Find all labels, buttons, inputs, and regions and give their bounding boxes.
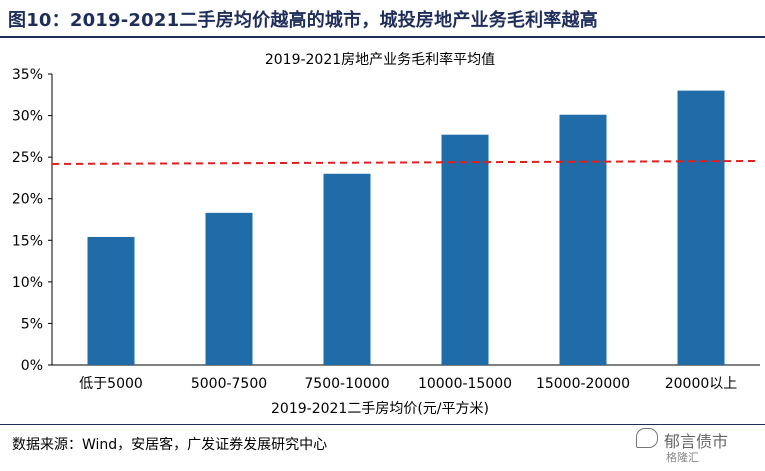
y-tick-label: 35% (12, 67, 43, 83)
figure-title: 图10：2019-2021二手房均价越高的城市，城投房地产业务毛利率越高 (8, 10, 598, 31)
x-axis-ticks: 低于5000 5000-7500 7500-10000 10000-15000 1500… (79, 376, 737, 392)
y-tick-label: 20% (12, 192, 43, 208)
watermark-sub: 格隆汇 (666, 451, 699, 464)
y-tick-label: 0% (21, 358, 43, 374)
chart-title: 2019-2021房地产业务毛利率平均值 (265, 51, 495, 68)
average-reference-line (51, 159, 761, 165)
x-tick-label: 15000-20000 (536, 376, 630, 392)
title-divider (0, 36, 765, 38)
y-tick-label: 25% (12, 150, 43, 166)
y-tick-label: 5% (21, 316, 43, 332)
y-tick-label: 10% (12, 275, 43, 291)
wechat-icon (636, 428, 658, 448)
bar (441, 134, 489, 365)
bar-chart: 2019-2021房地产业务毛利率平均值 0% 5% 10% 15% 20% 25% 30%… (12, 51, 761, 417)
x-tick-label: 5000-7500 (191, 376, 267, 392)
watermark: 郁言债市 格隆汇 (636, 428, 756, 468)
x-tick-label: 10000-15000 (418, 376, 512, 392)
x-tick-label: 低于5000 (79, 376, 143, 392)
bar (559, 114, 607, 366)
bar (677, 90, 725, 365)
y-tick-label: 15% (12, 233, 43, 249)
source-divider (0, 424, 765, 425)
bars-group (87, 90, 725, 366)
x-axis-label: 2019-2021二手房均价(元/平方米) (271, 401, 489, 417)
source-note: 数据来源：Wind，安居客，广发证券发展研究中心 (12, 437, 328, 453)
y-tick-label: 30% (12, 109, 43, 125)
watermark-name: 郁言债市 (664, 432, 729, 451)
x-tick-label: 20000以上 (665, 376, 738, 392)
y-axis-ticks: 0% 5% 10% 15% 20% 25% 30% 35% (12, 67, 52, 374)
bar (323, 173, 371, 365)
bar (205, 212, 253, 365)
bar (87, 236, 135, 365)
x-tick-label: 7500-10000 (304, 376, 389, 392)
